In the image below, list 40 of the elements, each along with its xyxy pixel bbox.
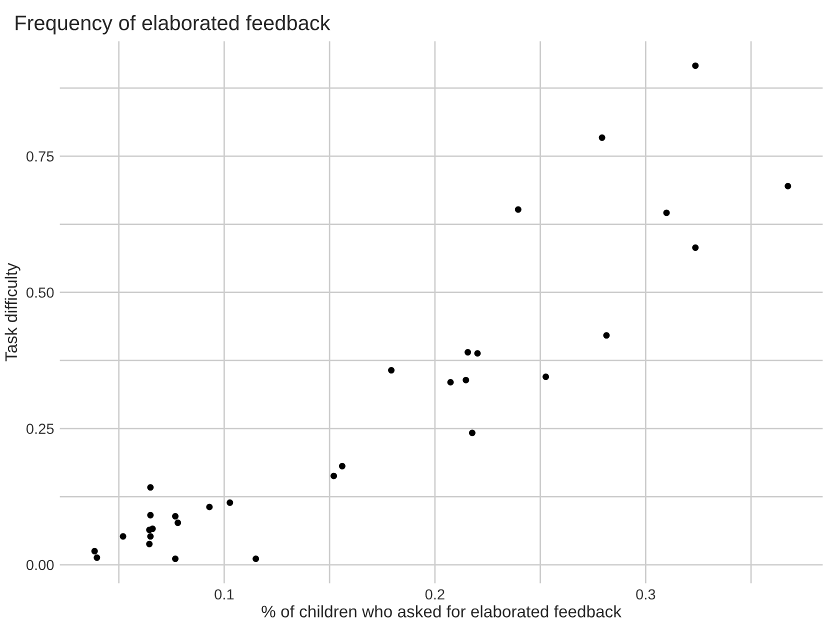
y-tick-label: 0.75 — [26, 151, 54, 162]
point — [663, 210, 670, 216]
y-tick-label: 0.50 — [26, 287, 54, 298]
x-tick-label: 0.2 — [425, 589, 444, 600]
point — [464, 349, 472, 356]
point — [146, 540, 153, 548]
point — [147, 484, 154, 491]
point — [474, 350, 481, 357]
point — [252, 556, 260, 562]
point — [147, 512, 154, 518]
point — [514, 206, 522, 213]
point — [172, 513, 179, 520]
point — [447, 378, 454, 386]
point — [94, 554, 100, 561]
point — [468, 430, 476, 436]
point — [172, 556, 179, 562]
point — [598, 134, 606, 141]
point — [206, 504, 213, 510]
point — [603, 332, 610, 339]
point — [330, 472, 338, 480]
x-axis-title: % of children who asked for elaborated feedback — [262, 605, 622, 618]
point — [91, 548, 98, 554]
x-tick-label: 0.3 — [636, 589, 656, 600]
y-axis-title: Task difficulty — [4, 262, 20, 362]
point — [147, 533, 154, 540]
point — [174, 520, 182, 526]
chart-title: Frequency of elaborated feedback — [16, 15, 330, 34]
y-tick-label: 0.00 — [26, 560, 54, 570]
point — [338, 462, 346, 470]
point — [120, 533, 126, 540]
point — [692, 244, 699, 251]
point — [692, 62, 699, 69]
point — [462, 376, 470, 384]
point — [784, 182, 792, 190]
point — [542, 374, 550, 380]
x-tick-label: 0.1 — [214, 589, 234, 600]
point — [149, 526, 156, 532]
point — [226, 499, 234, 506]
point — [388, 367, 395, 374]
y-tick-label: 0.25 — [26, 424, 54, 434]
